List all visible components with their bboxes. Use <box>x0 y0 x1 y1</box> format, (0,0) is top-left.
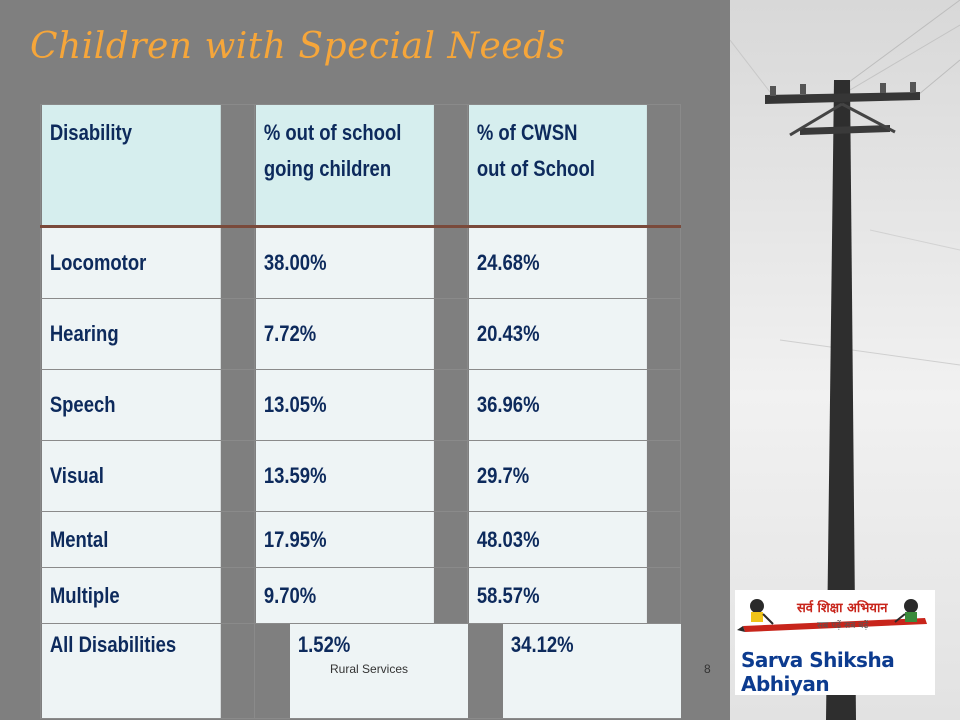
slide-number: 8 <box>704 662 711 676</box>
cell-total-label: All Disabilities <box>40 623 221 719</box>
sarva-shiksha-abhiyan-logo: सर्व शिक्षा अभियान सब पढ़ें सब बढ़ें Sar… <box>735 590 935 696</box>
cell-disability: Hearing <box>40 298 221 370</box>
cell-pct-cwsn-out: 20.43% <box>467 298 647 370</box>
slide-title: Children with Special Needs <box>30 26 566 67</box>
table-row: Multiple 9.70% 58.57% <box>40 567 681 624</box>
header-line: % out of school <box>263 120 401 145</box>
cell-disability: Multiple <box>40 567 221 624</box>
header-line: out of School <box>476 156 595 181</box>
table-row: Speech 13.05% 36.96% <box>40 369 681 441</box>
header-line: % of CWSN <box>476 120 577 145</box>
cell-pct-out-of-school: 13.05% <box>254 369 434 441</box>
header-pct-cwsn-out-of-school: % of CWSN out of School <box>467 104 647 228</box>
pencil-kids-icon <box>737 599 927 632</box>
cell-disability: Mental <box>40 511 221 568</box>
cell-pct-cwsn-out: 48.03% <box>467 511 647 568</box>
cell-pct-out-of-school: 9.70% <box>254 567 434 624</box>
footer-text: Rural Services <box>330 662 409 676</box>
cell-pct-out-of-school: 13.59% <box>254 440 434 512</box>
cell-total-pct-cwsn-out: 34.12% <box>501 623 681 719</box>
header-line: Disability <box>49 120 132 145</box>
cell-disability: Locomotor <box>40 226 221 299</box>
cell-disability: Visual <box>40 440 221 512</box>
cell-total-pct-out-of-school: 1.52% <box>288 623 468 719</box>
cell-pct-out-of-school: 7.72% <box>254 298 434 370</box>
header-pct-out-of-school: % out of school going children <box>254 104 434 228</box>
header-disability: Disability <box>40 104 221 228</box>
cell-pct-cwsn-out: 58.57% <box>467 567 647 624</box>
logo-name: Sarva Shiksha Abhiyan <box>741 648 895 696</box>
table-row: Locomotor 38.00% 24.68% <box>40 226 681 299</box>
cell-pct-out-of-school: 17.95% <box>254 511 434 568</box>
logo-hindi-text: सर्व शिक्षा अभियान <box>797 601 888 616</box>
cell-pct-out-of-school: 38.00% <box>254 226 434 299</box>
cell-pct-cwsn-out: 36.96% <box>467 369 647 441</box>
table-row: Visual 13.59% 29.7% <box>40 440 681 512</box>
cell-disability: Speech <box>40 369 221 441</box>
table-header-row: Disability % out of school going children… <box>40 104 681 228</box>
table-total-row: All Disabilities 1.52% 34.12% <box>40 623 681 719</box>
table-row: Hearing 7.72% 20.43% <box>40 298 681 370</box>
cell-pct-cwsn-out: 24.68% <box>467 226 647 299</box>
cwsn-table: Disability % out of school going children… <box>40 104 681 719</box>
header-line: going children <box>263 156 391 181</box>
cell-pct-cwsn-out: 29.7% <box>467 440 647 512</box>
logo-tagline: सब पढ़ें सब बढ़ें <box>817 621 869 631</box>
table-row: Mental 17.95% 48.03% <box>40 511 681 568</box>
